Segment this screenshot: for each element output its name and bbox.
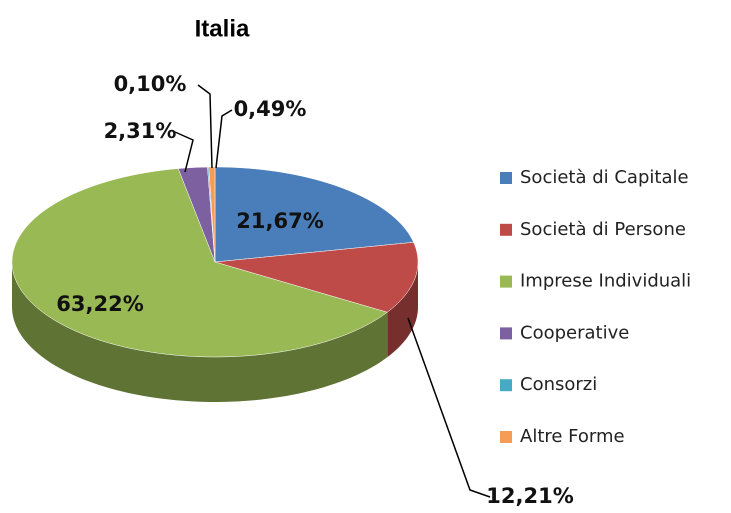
data-label: 21,67% [236, 209, 323, 233]
data-label: 63,22% [56, 292, 143, 316]
pie-slice [214, 242, 419, 313]
legend-swatch [500, 379, 512, 392]
pie-slice [177, 166, 216, 263]
pie-slice [11, 168, 388, 358]
data-label: 12,21% [486, 484, 573, 508]
legend-swatch [500, 431, 512, 443]
data-label: 0,49% [234, 97, 307, 121]
legend-label: Altre Forme [520, 426, 625, 447]
pie-slice-side [387, 262, 418, 358]
legend-swatch [500, 223, 512, 236]
leader-line [197, 84, 213, 169]
data-label: 2,31% [104, 119, 177, 143]
legend-label: Consorzi [520, 374, 597, 395]
leader-line [215, 109, 233, 169]
leader-line [407, 317, 491, 498]
legend-label: Cooperative [520, 322, 629, 343]
legend-label: Società di Persone [520, 219, 686, 240]
data-label: 0,10% [114, 72, 187, 96]
legend-label: Imprese Individuali [520, 271, 691, 292]
pie-slice-side [12, 262, 388, 402]
leader-line [174, 131, 194, 173]
legend-swatch [500, 275, 512, 288]
legend-label: Società di Capitale [520, 167, 689, 188]
legend-swatch [500, 172, 512, 184]
pie-slice [214, 166, 414, 263]
legend-swatch [500, 327, 512, 340]
chart-title: Italia [195, 15, 250, 42]
